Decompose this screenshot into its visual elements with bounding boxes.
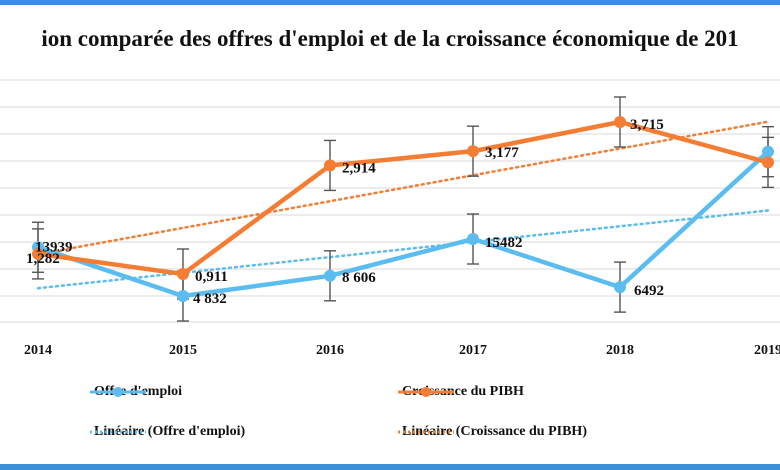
- point-pibh-2017: [467, 145, 479, 158]
- legend-label-trend-pibh: Linéaire (Croissance du PIBH): [402, 424, 587, 439]
- x-tick-2017: 2017: [459, 343, 487, 358]
- legend-marker-trend-pibh: [398, 430, 454, 434]
- legend-label-trend-offre: Linéaire (Offre d'emploi): [94, 424, 246, 439]
- point-pibh-2019: [762, 156, 774, 169]
- point-offre-2016: [324, 269, 336, 282]
- data-label-offre-2015: 4 832: [193, 291, 227, 307]
- data-label-offre-2018: 6492: [634, 283, 664, 299]
- data-label-offre-2016: 8 606: [342, 270, 376, 286]
- frame-bottom-border: [0, 464, 780, 470]
- data-label-pibh-2015: 0,911: [195, 269, 228, 285]
- legend-marker-offre: [90, 387, 146, 397]
- legend-item-trend-pibh: Linéaire (Croissance du PIBH): [396, 422, 587, 442]
- legend: Offre d'emploi Croissance du PIBH Linéai…: [0, 370, 780, 460]
- legend-item-offre: Offre d'emploi: [88, 382, 182, 402]
- trendline-pibh: [36, 120, 770, 256]
- data-label-offre-2017: 15482: [485, 235, 523, 251]
- x-tick-2015: 2015: [169, 343, 197, 358]
- frame-top-border: [0, 0, 780, 5]
- data-label-pibh-2014: 1,282: [26, 251, 60, 267]
- series-line-offre: [37, 150, 770, 299]
- point-offre-2019: [762, 145, 774, 158]
- data-label-pibh-2016: 2,914: [342, 160, 376, 176]
- x-tick-2014: 2014: [24, 343, 52, 358]
- point-pibh-2016: [324, 159, 336, 172]
- point-pibh-2014: [32, 247, 44, 260]
- x-tick-2019: 2019: [754, 343, 780, 358]
- legend-item-pibh: Croissance du PIBH: [396, 382, 524, 402]
- x-tick-2018: 2018: [606, 343, 634, 358]
- chart-title: ion comparée des offres d'emploi et de l…: [41, 26, 739, 51]
- x-tick-2016: 2016: [316, 343, 344, 358]
- legend-label-pibh: Croissance du PIBH: [402, 384, 524, 399]
- data-label-offre-2014: 13939: [35, 239, 73, 255]
- data-label-pibh-2017: 3,177: [485, 145, 519, 161]
- legend-marker-pibh: [398, 387, 454, 397]
- point-offre-2017: [467, 233, 479, 245]
- point-pibh-2015: [177, 268, 189, 280]
- trendline-offre: [36, 209, 770, 290]
- series-line-pibh: [37, 119, 769, 277]
- legend-item-trend-offre: Linéaire (Offre d'emploi): [88, 422, 245, 442]
- legend-marker-trend-offre: [90, 430, 146, 434]
- point-pibh-2018: [614, 116, 626, 128]
- point-offre-2018: [614, 281, 626, 294]
- data-label-pibh-2018: 3,715: [630, 117, 664, 133]
- point-offre-2015: [177, 290, 189, 302]
